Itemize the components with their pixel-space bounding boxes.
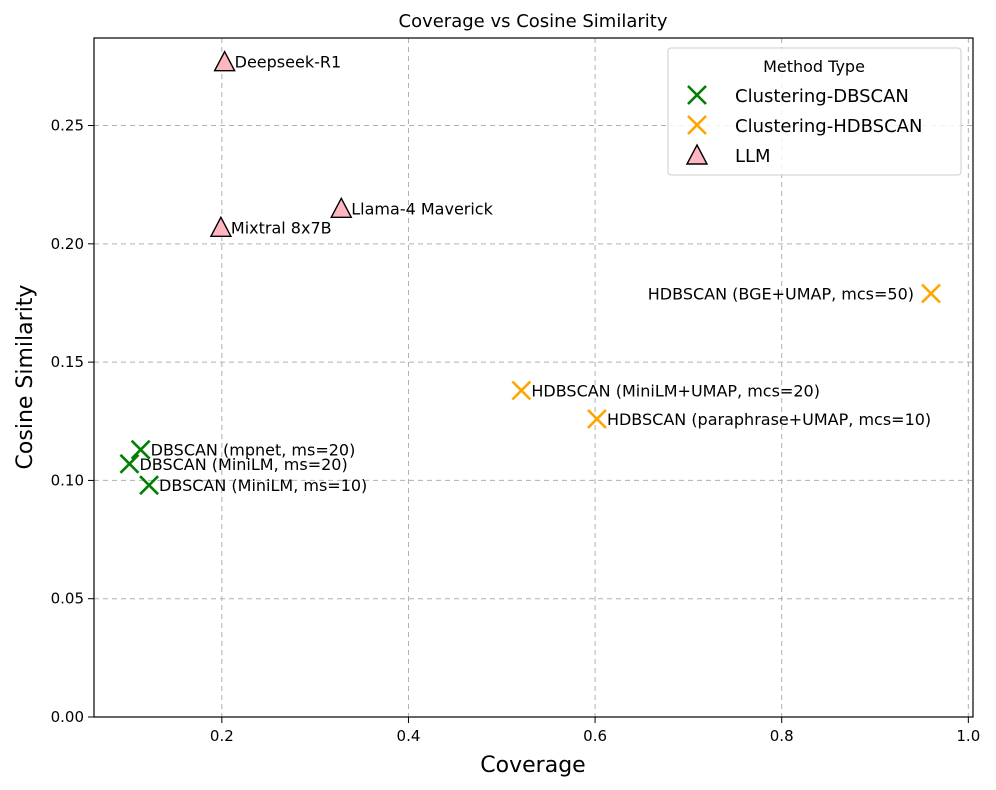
data-point-hdbscan-minilm-umap-mcs-20	[511, 380, 532, 401]
y-tick-label: 0.00	[51, 708, 84, 726]
points-layer: DBSCAN (mpnet, ms=20)DBSCAN (MiniLM, ms=…	[119, 50, 941, 496]
point-label-hdbscan-bge-umap-mcs-50: HDBSCAN (BGE+UMAP, mcs=50)	[648, 285, 914, 304]
point-label-hdbscan-minilm-umap-mcs-20: HDBSCAN (MiniLM+UMAP, mcs=20)	[531, 382, 820, 401]
series-clustering-dbscan: DBSCAN (mpnet, ms=20)DBSCAN (MiniLM, ms=…	[119, 439, 367, 496]
y-tick-label: 0.10	[51, 471, 84, 489]
x-tick-label: 0.4	[397, 727, 421, 745]
y-tick-label: 0.20	[51, 235, 84, 253]
x-tick-label: 1.0	[956, 727, 980, 745]
data-point-llama-4-maverick	[330, 196, 353, 219]
chart-title: Coverage vs Cosine Similarity	[399, 11, 668, 32]
point-label-dbscan-mpnet-ms-20: DBSCAN (mpnet, ms=20)	[151, 441, 356, 460]
legend-marker-clustering-hdbscan	[687, 115, 707, 135]
y-axis-label: Cosine Similarity	[13, 285, 38, 470]
legend-entry-clustering-hdbscan: Clustering-HDBSCAN	[687, 115, 922, 137]
legend-label: LLM	[735, 146, 771, 167]
point-label-mixtral-8x7b: Mixtral 8x7B	[231, 218, 332, 237]
series-clustering-hdbscan: HDBSCAN (BGE+UMAP, mcs=50) HDBSCAN (MiniL…	[511, 283, 941, 429]
x-tick-label: 0.8	[770, 727, 794, 745]
series-llm: Deepseek-R1 Llama-4 Maverick Mixtral 8x7B	[209, 50, 494, 237]
legend-marker-clustering-dbscan	[687, 85, 707, 105]
point-label-dbscan-minilm-ms-10: DBSCAN (MiniLM, ms=10)	[159, 476, 367, 495]
legend-entry-clustering-dbscan: Clustering-DBSCAN	[687, 85, 909, 107]
x-tick-label: 0.2	[210, 727, 234, 745]
y-tick-label: 0.25	[51, 117, 84, 135]
legend: Method Type Clustering-DBSCANClustering-…	[667, 47, 962, 176]
data-point-dbscan-minilm-ms-10	[139, 475, 159, 496]
legend-entry-llm: LLM	[685, 143, 771, 167]
x-axis-label: Coverage	[480, 753, 585, 778]
legend-entries: Clustering-DBSCAN Clustering-HDBSCAN LLM	[685, 85, 922, 167]
point-label-llama-4-maverick: Llama-4 Maverick	[351, 199, 493, 218]
y-tick-label: 0.05	[51, 590, 84, 608]
axis-layer: 0.2 0.4 0.6 0.8 1.0 0.00 0.05 0.10 0.15 0.20 0.25	[51, 117, 981, 745]
point-label-dbscan-minilm-ms-20: DBSCAN (MiniLM, ms=20)	[139, 455, 347, 474]
data-point-dbscan-mpnet-ms-20	[130, 439, 151, 460]
legend-marker-llm	[685, 143, 709, 165]
data-point-deepseek-r1	[213, 50, 236, 72]
data-point-mixtral-8x7b	[209, 215, 233, 237]
data-point-hdbscan-paraphrase-umap-mcs-10	[587, 408, 607, 429]
point-label-hdbscan-paraphrase-umap-mcs-10: HDBSCAN (paraphrase+UMAP, mcs=10)	[607, 410, 931, 429]
y-tick-label: 0.15	[51, 353, 84, 371]
plot-frame	[93, 37, 974, 718]
legend-label: Clustering-HDBSCAN	[735, 116, 922, 137]
legend-label: Clustering-DBSCAN	[735, 86, 909, 107]
x-tick-label: 0.6	[583, 727, 607, 745]
legend-box	[667, 47, 962, 176]
data-point-hdbscan-bge-umap-mcs-50	[921, 283, 941, 304]
legend-title: Method Type	[763, 57, 865, 76]
point-label-deepseek-r1: Deepseek-R1	[235, 53, 342, 72]
data-point-dbscan-minilm-ms-20	[119, 453, 140, 474]
